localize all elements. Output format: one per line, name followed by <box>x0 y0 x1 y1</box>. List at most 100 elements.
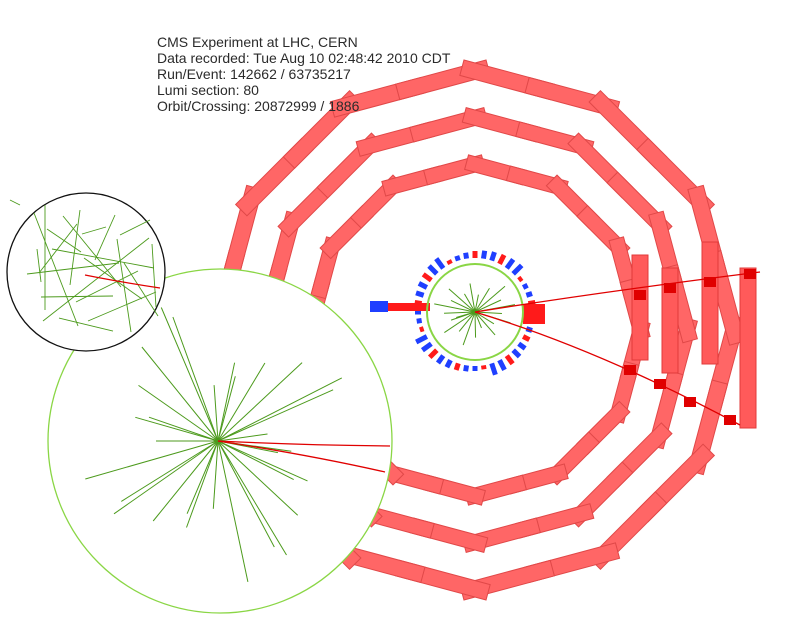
calo-tower <box>415 290 425 298</box>
track <box>474 288 490 313</box>
track <box>469 283 476 313</box>
track <box>119 219 151 236</box>
run-event-label: Run/Event: 142662 / 63735217 <box>157 66 351 82</box>
tracker-zoom-small <box>6 192 166 352</box>
track <box>33 212 79 327</box>
muon-track <box>84 274 161 289</box>
track <box>186 440 219 528</box>
calo-tower <box>521 334 531 342</box>
calo-tower <box>427 348 439 360</box>
calo-tower <box>421 272 433 283</box>
track <box>474 285 506 313</box>
calo-tower <box>504 257 516 270</box>
muon-hit <box>704 277 716 287</box>
calo-tower <box>434 257 446 270</box>
track <box>217 440 249 583</box>
calo-tower <box>497 253 507 266</box>
calo-tower <box>525 291 533 298</box>
muon-hit <box>654 379 666 389</box>
calo-tower <box>420 341 433 353</box>
recorded-label: Data recorded: Tue Aug 10 02:48:42 2010 … <box>157 50 451 66</box>
track <box>83 257 143 300</box>
track <box>123 262 159 317</box>
calo-tower <box>444 358 453 369</box>
calo-tower <box>416 317 423 324</box>
track <box>444 311 476 314</box>
track <box>51 248 155 269</box>
hit-chamber <box>661 267 679 374</box>
track <box>186 440 219 514</box>
orbit-label: Orbit/Crossing: 20872999 / 1886 <box>157 98 360 114</box>
track <box>217 362 236 442</box>
track <box>450 311 476 321</box>
calo-tower <box>489 251 497 262</box>
track <box>217 433 268 442</box>
track <box>474 311 477 338</box>
calo-tower <box>415 334 429 345</box>
track <box>94 214 116 261</box>
track <box>160 307 219 442</box>
lumi-label: Lumi section: 80 <box>157 82 259 98</box>
track <box>474 299 502 313</box>
calo-tower <box>480 250 488 260</box>
calo-tower <box>517 275 524 283</box>
track <box>75 270 139 303</box>
calo-tower <box>511 263 524 276</box>
muon-tracks <box>474 269 761 426</box>
track <box>172 316 219 442</box>
track <box>458 311 476 332</box>
track <box>138 384 219 442</box>
track <box>217 440 287 556</box>
central-tracks <box>434 283 516 346</box>
central-detector <box>370 250 545 376</box>
calo-tower <box>521 282 529 290</box>
muon-track <box>217 440 391 447</box>
track <box>69 209 81 286</box>
track <box>464 293 476 313</box>
track <box>212 440 219 509</box>
calo-tower <box>446 259 453 266</box>
track <box>217 362 303 442</box>
track <box>62 215 122 288</box>
track <box>38 223 78 274</box>
track <box>152 440 219 522</box>
track <box>462 311 476 346</box>
track <box>40 295 114 298</box>
calo-tower <box>497 358 507 372</box>
track <box>151 243 157 308</box>
calo-deposit <box>523 304 545 324</box>
muon-track <box>474 271 761 313</box>
track <box>58 317 114 332</box>
muon-hit <box>744 269 756 279</box>
track <box>450 300 476 313</box>
muon-hit <box>664 283 676 293</box>
calo-tower <box>454 255 461 262</box>
calo-tower <box>504 354 515 366</box>
track <box>42 237 150 322</box>
track <box>474 311 495 325</box>
calo-tower <box>453 362 461 371</box>
calo-deposit <box>370 303 430 311</box>
tracker-zoom-large <box>47 268 393 614</box>
calo-tower <box>463 252 470 260</box>
track <box>141 346 219 442</box>
track <box>444 311 476 333</box>
track <box>85 440 219 480</box>
track <box>113 440 219 515</box>
track <box>474 311 502 315</box>
muon-hit <box>624 365 636 375</box>
muon-hit <box>684 397 696 407</box>
track <box>213 385 219 442</box>
track <box>116 238 132 333</box>
calo-deposit <box>370 301 388 312</box>
track <box>217 376 236 442</box>
track <box>448 288 476 313</box>
calo-tower <box>417 281 429 290</box>
calo-tower <box>419 326 425 333</box>
muon-track <box>217 440 386 473</box>
calo-tower <box>427 264 439 276</box>
calo-tower <box>480 364 487 370</box>
track <box>36 248 42 283</box>
track <box>217 362 266 442</box>
